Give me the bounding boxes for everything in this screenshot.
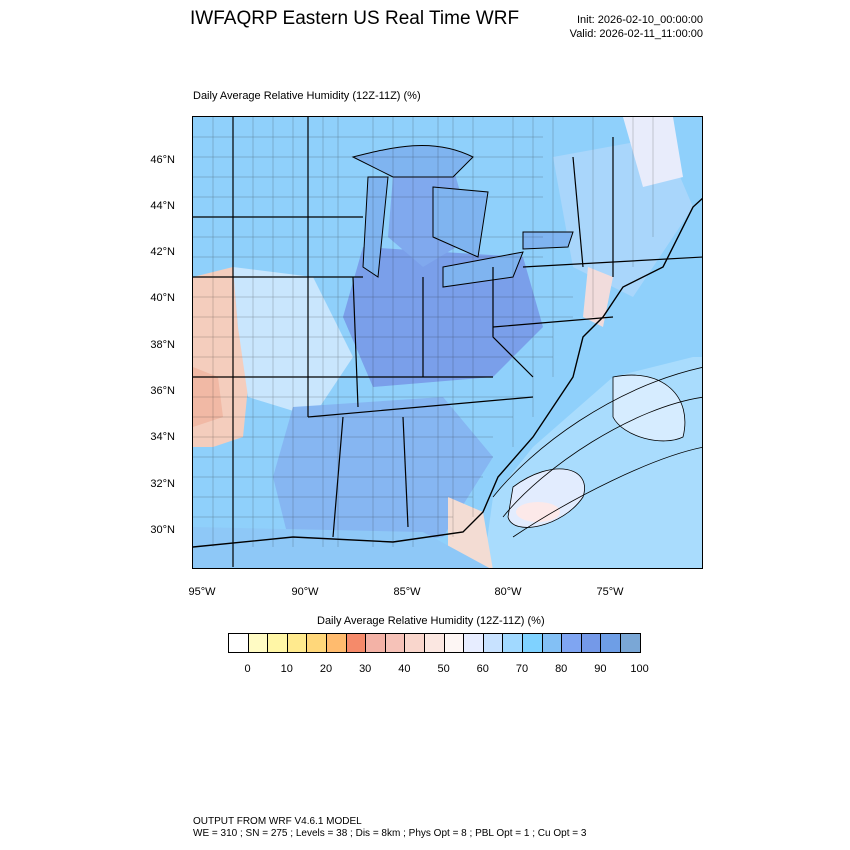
colorbar-box bbox=[229, 634, 249, 652]
lat-label: 44°N bbox=[150, 200, 175, 212]
colorbar-label: 20 bbox=[319, 663, 333, 675]
dry-coast-georgia bbox=[448, 497, 493, 568]
lat-label: 42°N bbox=[150, 246, 175, 258]
colorbar-label: 50 bbox=[437, 663, 450, 675]
colorbar-label: 0 bbox=[244, 663, 251, 675]
colorbar-box bbox=[522, 634, 543, 652]
plot-subtitle: Daily Average Relative Humidity (12Z-11Z… bbox=[193, 90, 421, 102]
lat-label: 30°N bbox=[150, 524, 175, 536]
colorbar-box bbox=[464, 634, 484, 652]
colorbar-box bbox=[620, 634, 641, 652]
colorbar-box bbox=[326, 634, 347, 652]
gulf-region bbox=[193, 527, 490, 568]
lon-label: 75°W bbox=[596, 586, 624, 598]
lat-label: 36°N bbox=[150, 385, 175, 397]
rh-contours bbox=[492, 367, 702, 538]
rh-map bbox=[192, 116, 703, 569]
colorbar-box bbox=[581, 634, 602, 652]
valid-time: Valid: 2026-02-11_11:00:00 bbox=[569, 28, 703, 40]
colorbar-box bbox=[601, 634, 621, 652]
colorbar-box bbox=[366, 634, 386, 652]
colorbar-label: 100 bbox=[630, 663, 649, 675]
coastline bbox=[193, 197, 702, 548]
atlantic-dry-core bbox=[516, 502, 560, 522]
colorbar-title: Daily Average Relative Humidity (12Z-11Z… bbox=[317, 615, 545, 627]
lon-label: 80°W bbox=[494, 586, 522, 598]
lon-label: 95°W bbox=[188, 586, 216, 598]
lon-label: 85°W bbox=[393, 586, 421, 598]
colorbar-box bbox=[562, 634, 582, 652]
colorbar-label: 10 bbox=[280, 663, 293, 675]
colorbar-label: 70 bbox=[515, 663, 529, 675]
model-info: OUTPUT FROM WRF V4.6.1 MODEL bbox=[193, 816, 362, 827]
run-times: Init: 2026-02-10_00:00:00 Valid: 2026-02… bbox=[570, 13, 703, 41]
colorbar-label: 60 bbox=[476, 663, 489, 675]
colorbar-box bbox=[483, 634, 504, 652]
colorbar-label: 90 bbox=[594, 663, 607, 675]
colorbar-label: 80 bbox=[555, 663, 568, 675]
county-borders bbox=[193, 117, 654, 547]
page-title: IWFAQRP Eastern US Real Time WRF bbox=[190, 8, 520, 29]
colorbar-label: 30 bbox=[359, 663, 372, 675]
colorbar-box bbox=[424, 634, 445, 652]
lat-label: 40°N bbox=[150, 292, 175, 304]
colorbar-label: 40 bbox=[398, 663, 411, 675]
lat-label: 46°N bbox=[150, 154, 175, 166]
colorbar-box bbox=[287, 634, 308, 652]
init-time: Init: 2026-02-10_00:00:00 bbox=[577, 14, 703, 26]
lat-label: 38°N bbox=[150, 339, 175, 351]
colorbar-box bbox=[307, 634, 327, 652]
model-options: WE = 310 ; SN = 275 ; Levels = 38 ; Dis … bbox=[193, 828, 587, 839]
colorbar-box bbox=[385, 634, 406, 652]
colorbar bbox=[228, 633, 642, 653]
colorbar-box bbox=[542, 634, 563, 652]
lat-label: 32°N bbox=[150, 478, 175, 490]
colorbar-box bbox=[405, 634, 425, 652]
rh-map-svg bbox=[193, 117, 702, 568]
state-borders bbox=[193, 117, 702, 567]
lat-label: 34°N bbox=[150, 431, 175, 443]
colorbar-box bbox=[268, 634, 288, 652]
colorbar-box bbox=[444, 634, 465, 652]
lake-ontario bbox=[522, 231, 574, 250]
colorbar-box bbox=[346, 634, 367, 652]
lon-label: 90°W bbox=[291, 586, 319, 598]
colorbar-box bbox=[248, 634, 269, 652]
colorbar-box bbox=[503, 634, 523, 652]
